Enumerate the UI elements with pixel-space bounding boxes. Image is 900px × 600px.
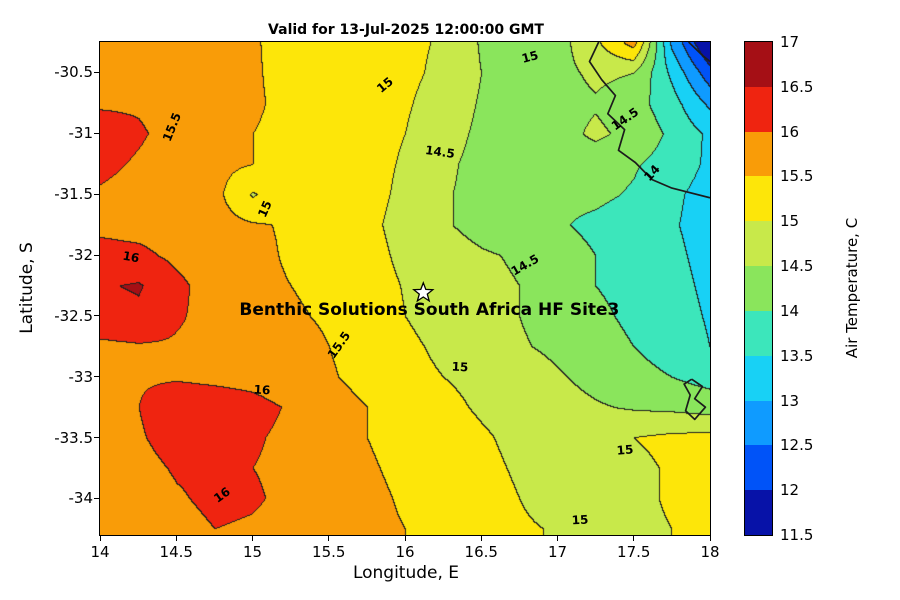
y-tick-label: -31.5 bbox=[54, 185, 93, 204]
contour-label: 15 bbox=[571, 512, 590, 528]
y-tick-mark bbox=[94, 132, 99, 134]
colorbar-band bbox=[745, 310, 772, 356]
y-tick-label: -34 bbox=[68, 489, 94, 508]
colorbar-band bbox=[745, 42, 772, 87]
x-tick-label: 17 bbox=[547, 543, 568, 561]
y-tick-label: -33.5 bbox=[54, 428, 93, 447]
colorbar-band bbox=[745, 445, 772, 491]
y-tick-label: -31 bbox=[68, 124, 94, 143]
x-tick-mark bbox=[480, 536, 482, 541]
colorbar-tick-label: 13.5 bbox=[780, 346, 814, 365]
coastline bbox=[683, 378, 707, 421]
colorbar-band bbox=[745, 176, 772, 222]
colorbar-tick-label: 14.5 bbox=[780, 257, 814, 276]
colorbar-band bbox=[745, 490, 772, 535]
x-tick-mark bbox=[404, 536, 406, 541]
contour-label: 15 bbox=[451, 359, 469, 375]
y-tick-mark bbox=[94, 497, 99, 499]
x-tick-mark bbox=[99, 536, 101, 541]
x-tick-mark bbox=[175, 536, 177, 541]
colorbar-band bbox=[745, 131, 772, 177]
y-tick-mark bbox=[94, 376, 99, 378]
contour-canvas bbox=[100, 42, 710, 535]
x-tick-label: 18 bbox=[700, 543, 720, 561]
x-tick-mark bbox=[252, 536, 253, 541]
site-marker-star-icon bbox=[412, 280, 435, 303]
colorbar-band bbox=[745, 221, 772, 267]
colorbar-tick-label: 12 bbox=[780, 481, 800, 500]
colorbar bbox=[744, 41, 773, 536]
x-tick-label: 17.5 bbox=[617, 543, 651, 561]
colorbar-tick-label: 13 bbox=[780, 391, 800, 410]
colorbar-band bbox=[745, 400, 772, 446]
colorbar-tick-label: 15 bbox=[780, 212, 800, 231]
y-tick-mark bbox=[94, 437, 99, 439]
x-tick-label: 14.5 bbox=[159, 543, 193, 561]
figure-title: Valid for 13-Jul-2025 12:00:00 GMT bbox=[268, 22, 544, 38]
x-tick-mark bbox=[709, 536, 711, 541]
y-tick-label: -32 bbox=[68, 246, 94, 265]
colorbar-tick-label: 16 bbox=[780, 122, 800, 141]
y-tick-mark bbox=[94, 71, 99, 73]
x-tick-mark bbox=[328, 536, 330, 541]
colorbar-tick-label: 11.5 bbox=[780, 526, 814, 544]
colorbar-label: Air Temperature, C bbox=[843, 217, 861, 359]
colorbar-band bbox=[745, 266, 772, 311]
colorbar-tick-label: 15.5 bbox=[780, 167, 814, 186]
y-tick-label: -33 bbox=[68, 367, 94, 386]
x-tick-label: 16.5 bbox=[464, 543, 498, 561]
x-tick-mark bbox=[557, 536, 558, 541]
x-tick-mark bbox=[633, 536, 635, 541]
y-tick-label: -30.5 bbox=[54, 63, 93, 82]
plot-area: 15 15 15.5 14.5 14.5 14 15 16 14.5 15.5 15 16 15 16 15 bbox=[99, 41, 711, 536]
coastline bbox=[688, 42, 710, 63]
contour-label: 16 bbox=[252, 382, 271, 398]
y-axis-label: Latitude, S bbox=[17, 242, 37, 334]
x-tick-label: 15.5 bbox=[312, 543, 346, 561]
x-axis-label: Longitude, E bbox=[352, 563, 460, 583]
colorbar-tick-label: 14 bbox=[780, 301, 800, 320]
x-tick-label: 16 bbox=[395, 543, 415, 561]
coastline bbox=[588, 42, 710, 199]
colorbar-band bbox=[745, 355, 772, 401]
x-tick-label: 15 bbox=[242, 543, 263, 561]
contour-label: 15 bbox=[615, 442, 634, 458]
map-overlay bbox=[412, 42, 710, 421]
colorbar-tick-label: 17 bbox=[780, 33, 800, 51]
y-tick-label: -32.5 bbox=[54, 306, 93, 325]
colorbar-band bbox=[745, 86, 772, 132]
site-label: Benthic Solutions South Africa HF Site3 bbox=[239, 299, 620, 320]
x-tick-label: 14 bbox=[90, 543, 110, 561]
colorbar-tick-label: 12.5 bbox=[780, 436, 814, 455]
y-tick-mark bbox=[94, 193, 99, 195]
y-tick-mark bbox=[94, 315, 99, 317]
y-tick-mark bbox=[94, 254, 99, 256]
colorbar-tick-label: 16.5 bbox=[780, 77, 814, 96]
